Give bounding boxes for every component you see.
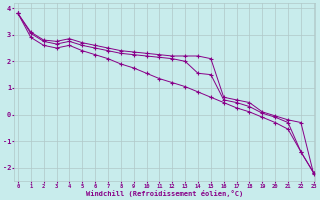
X-axis label: Windchill (Refroidissement éolien,°C): Windchill (Refroidissement éolien,°C) [86,190,243,197]
